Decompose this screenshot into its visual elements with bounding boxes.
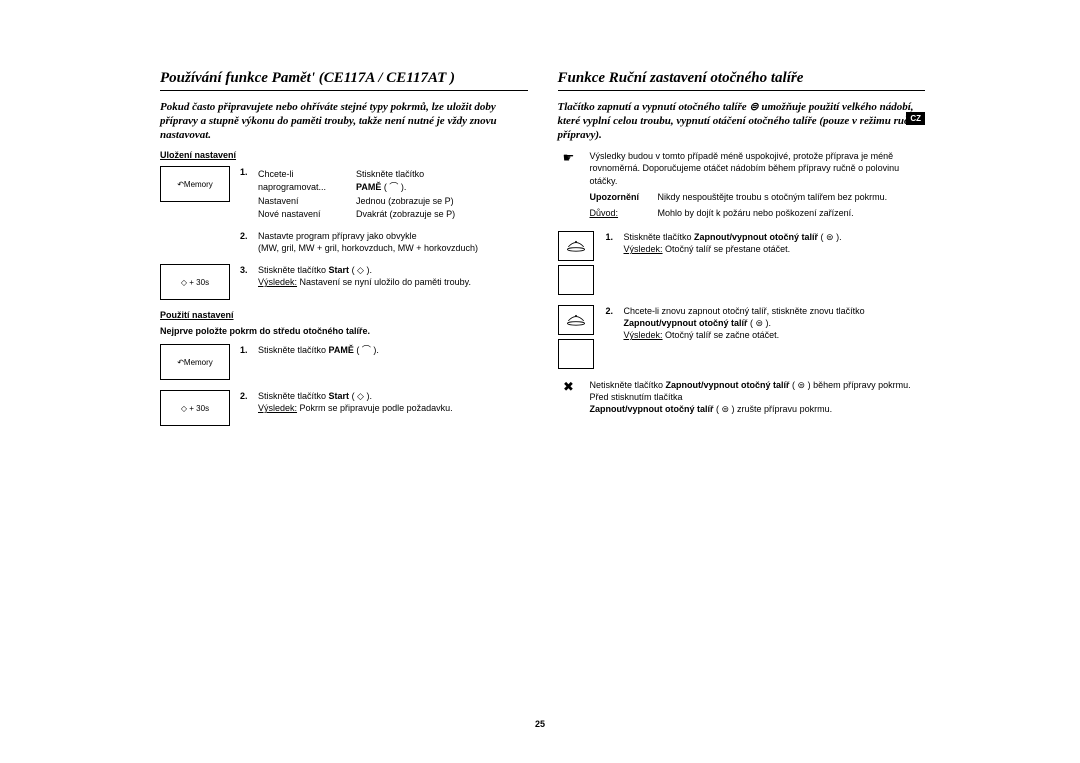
dish-icon <box>565 240 587 252</box>
right-intro: Tlačítko zapnutí a vypnutí otočného talí… <box>558 101 926 142</box>
step-number: 3. <box>240 264 254 288</box>
step-number: 2. <box>240 230 254 254</box>
step2-line2: (MW, gril, MW + gril, horkovzduch, MW + … <box>258 242 478 254</box>
step-number: 1. <box>606 231 620 255</box>
right-step-2: 2. Chcete-li znovu zapnout otočný talíř,… <box>558 305 926 369</box>
dont-press-text: Netiskněte tlačítko Zapnout/vypnout otoč… <box>590 379 926 415</box>
step-number: 2. <box>240 390 254 414</box>
left-step-2: 2. Nastavte program přípravy jako obvykl… <box>160 230 528 254</box>
warn-label: Upozornění <box>590 191 650 203</box>
result-label: Výsledek: <box>258 277 297 287</box>
step1-l2: Nastavení <box>258 195 326 207</box>
step2-line1: Nastavte program přípravy jako obvykle <box>258 230 478 242</box>
note-row: ☛ Výsledky budou v tomto případě méně us… <box>558 150 926 223</box>
rstep2-line2: Zapnout/vypnout otočný talíř ( ⊜ ). <box>624 317 865 329</box>
step1-r1: PAMĚ ( ⌒ ). <box>356 181 455 193</box>
left-column: Používání funkce Pamět' (CE117A / CE117A… <box>160 70 528 436</box>
right-step-1: 1. Stiskněte tlačítko Zapnout/vypnout ot… <box>558 231 926 295</box>
right-title: Funkce Ruční zastavení otočného talíře <box>558 70 926 91</box>
step-number: 1. <box>240 344 254 356</box>
warn-text: Nikdy nespouštějte troubu s otočným talí… <box>658 191 926 203</box>
step3-result: Nastavení se nyní uložilo do paměti trou… <box>300 277 471 287</box>
result-label: Výsledek: <box>258 403 297 413</box>
note1-text: Výsledky budou v tomto případě méně uspo… <box>590 150 926 186</box>
use-step-2: ◇ + 30s 2. Stiskněte tlačítko Start ( ◇ … <box>160 390 528 426</box>
left-title: Používání funkce Pamět' (CE117A / CE117A… <box>160 70 528 91</box>
step1-l0: Chcete-li <box>258 168 326 180</box>
use-step-1: ↶Memory 1. Stiskněte tlačítko PAMĚ ( ⌒ )… <box>160 344 528 380</box>
step1-r3: Dvakrát (zobrazuje se P) <box>356 208 455 220</box>
rstep1-result: Otočný talíř se přestane otáčet. <box>665 244 790 254</box>
step3-line1: Stiskněte tlačítko Start ( ◇ ). <box>258 264 471 276</box>
ustep2-line1: Stiskněte tlačítko Start ( ◇ ). <box>258 390 453 402</box>
start-icon-box: ◇ + 30s <box>160 390 230 426</box>
use-intro: Nejprve položte pokrm do středu otočného… <box>160 326 528 336</box>
use-heading: Použití nastavení <box>160 310 528 320</box>
start-icon-box: ◇ + 30s <box>160 264 230 300</box>
step1-r0: Stiskněte tlačítko <box>356 168 455 180</box>
dont-press-row: ✖ Netiskněte tlačítko Zapnout/vypnout ot… <box>558 379 926 415</box>
cross-icon: ✖ <box>558 379 580 395</box>
language-tab: CZ <box>906 112 925 125</box>
pointing-hand-icon: ☛ <box>558 150 580 166</box>
right-column: Funkce Ruční zastavení otočného talíře T… <box>558 70 926 436</box>
left-intro: Pokud často připravujete nebo ohříváte s… <box>160 101 528 142</box>
start-icon: ◇ + 30s <box>181 404 209 413</box>
save-heading: Uložení nastavení <box>160 150 528 160</box>
reason-text: Mohlo by dojít k požáru nebo poškození z… <box>658 207 926 219</box>
dish-icon <box>565 314 587 326</box>
memory-icon-box: ↶Memory <box>160 166 230 202</box>
step1-r2: Jednou (zobrazuje se P) <box>356 195 455 207</box>
step1-l3: Nové nastavení <box>258 208 326 220</box>
page-number: 25 <box>535 719 545 729</box>
ustep1-text: Stiskněte tlačítko PAMĚ ( ⌒ ). <box>258 344 379 356</box>
start-icon: ◇ + 30s <box>181 278 209 287</box>
step-number: 1. <box>240 166 254 220</box>
ustep2-result: Pokrm se připravuje podle požadavku. <box>300 403 453 413</box>
left-step-3: ◇ + 30s 3. Stiskněte tlačítko Start ( ◇ … <box>160 264 528 300</box>
turntable-icon-box <box>558 231 596 295</box>
rstep2-result: Otočný talíř se začne otáčet. <box>665 330 779 340</box>
rstep2-line1: Chcete-li znovu zapnout otočný talíř, st… <box>624 305 865 317</box>
memory-icon: ↶Memory <box>177 180 213 189</box>
rstep1-line1: Stiskněte tlačítko Zapnout/vypnout otočn… <box>624 231 842 243</box>
memory-icon: ↶Memory <box>177 358 213 367</box>
page: Používání funkce Pamět' (CE117A / CE117A… <box>0 0 1080 436</box>
left-step-1: ↶Memory 1. Chcete-li naprogramovat... Na… <box>160 166 528 220</box>
reason-label: Důvod: <box>590 207 650 219</box>
result-label: Výsledek: <box>624 244 663 254</box>
step1-l1: naprogramovat... <box>258 181 326 193</box>
turntable-icon-box <box>558 305 596 369</box>
memory-icon-box: ↶Memory <box>160 344 230 380</box>
step-number: 2. <box>606 305 620 341</box>
result-label: Výsledek: <box>624 330 663 340</box>
